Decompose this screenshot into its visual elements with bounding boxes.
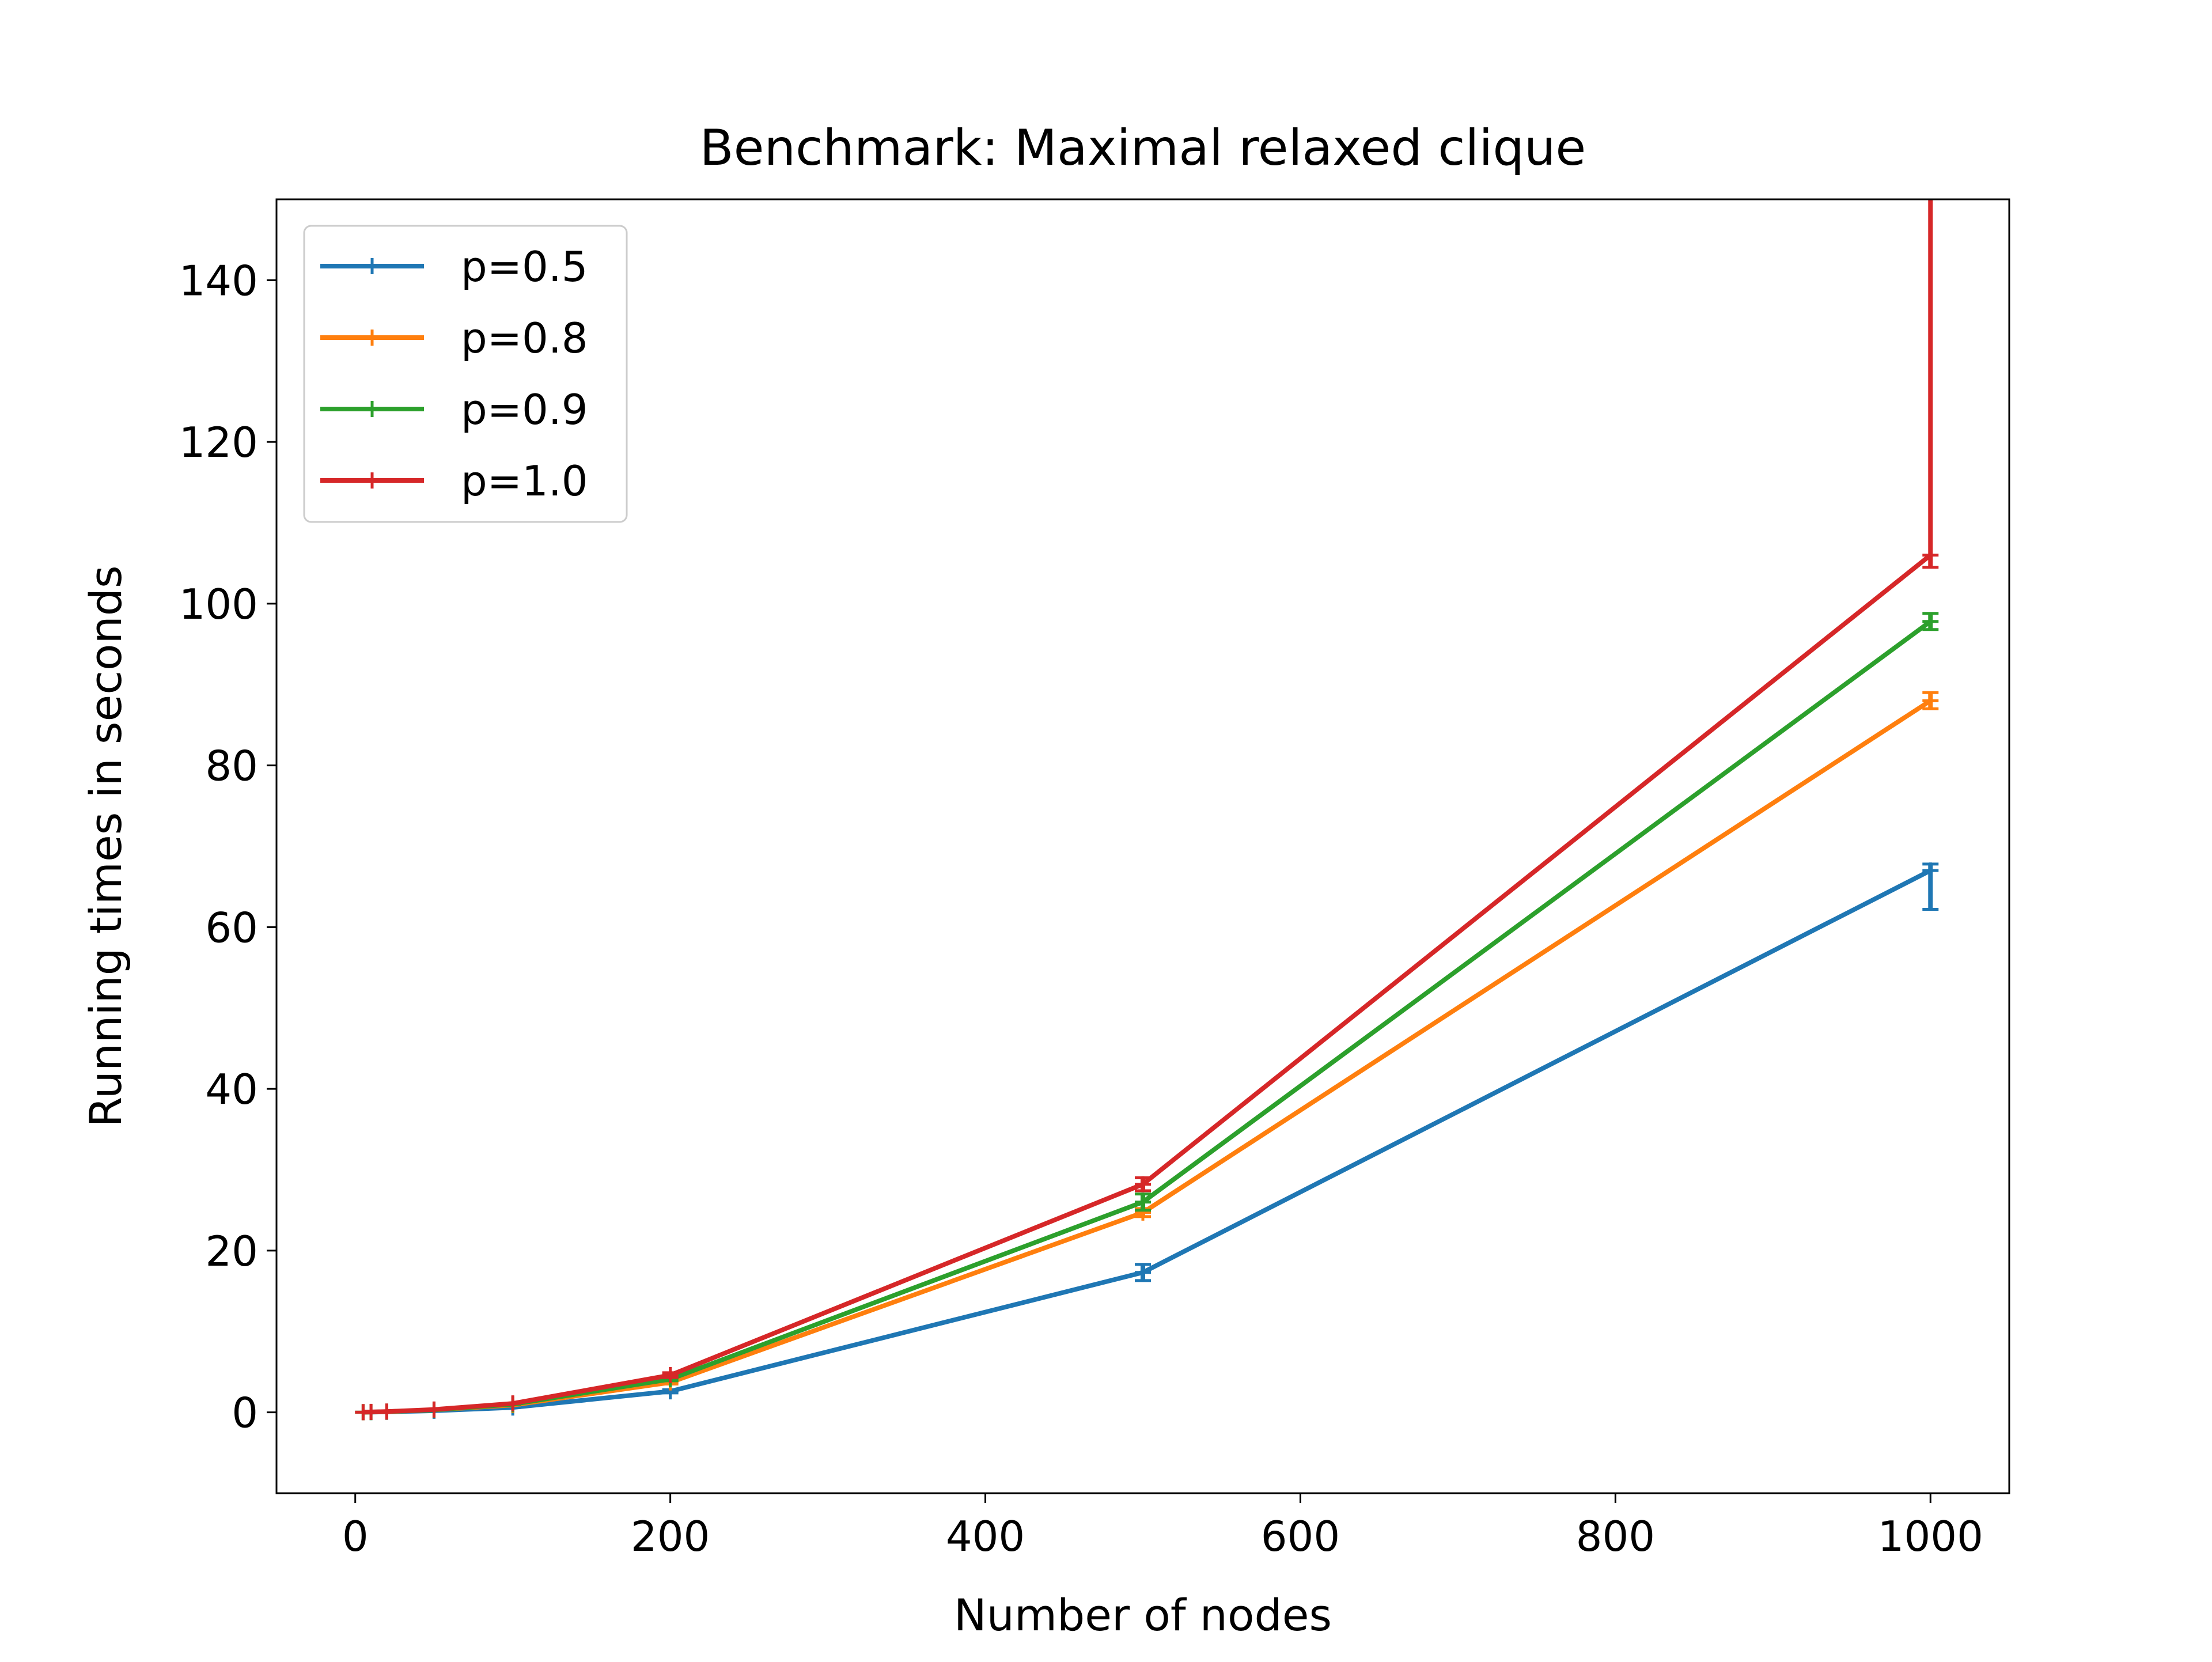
- data-point: [378, 1403, 395, 1420]
- x-tick-label: 1000: [1878, 1512, 1983, 1561]
- x-tick-label: 600: [1261, 1512, 1340, 1561]
- y-tick-label: 20: [205, 1227, 258, 1275]
- x-tick-label: 200: [631, 1512, 710, 1561]
- y-tick-label: 100: [179, 580, 258, 629]
- legend-marker: [364, 401, 380, 417]
- y-tick-label: 120: [179, 418, 258, 467]
- x-axis-label: Number of nodes: [954, 1589, 1332, 1641]
- data-point: [1135, 1264, 1151, 1281]
- y-tick-label: 60: [205, 903, 258, 952]
- data-point: [363, 1403, 380, 1420]
- legend-marker: [364, 258, 380, 274]
- legend-box: [303, 225, 628, 523]
- legend-marker: [364, 330, 380, 346]
- series-layer: [355, 199, 1939, 1421]
- x-tick-label: 400: [946, 1512, 1025, 1561]
- y-axis-label: Running times in seconds: [80, 565, 131, 1127]
- legend-marker: [364, 472, 380, 489]
- legend: p=0.5 p=0.8 p=0.9 p=1.0: [303, 225, 628, 523]
- data-point: [1135, 1194, 1151, 1210]
- y-tick-label: 80: [205, 742, 258, 790]
- data-point: [1922, 862, 1939, 879]
- legend-label: p=0.8: [461, 314, 588, 362]
- axes-frame: [275, 198, 2010, 1494]
- y-tick-label: 140: [179, 256, 258, 305]
- y-tick-label: 0: [232, 1389, 258, 1437]
- data-point: [1922, 692, 1939, 709]
- legend-label: p=1.0: [461, 457, 588, 505]
- x-tick-label: 0: [342, 1512, 369, 1561]
- data-point: [1135, 1176, 1151, 1192]
- series-p=1.0: [355, 199, 1939, 1421]
- data-point: [1922, 613, 1939, 630]
- chart-title: Benchmark: Maximal relaxed clique: [700, 119, 1586, 177]
- legend-label: p=0.5: [461, 243, 588, 291]
- legend-label: p=0.9: [461, 385, 588, 434]
- data-point: [426, 1401, 442, 1418]
- data-point: [662, 1367, 679, 1384]
- ticks-layer: 0 200 400 600 800 1000 0 20 40 60 80 100 120 140: [179, 256, 1983, 1561]
- x-tick-label: 800: [1576, 1512, 1655, 1561]
- data-point: [505, 1395, 521, 1412]
- y-tick-label: 40: [205, 1065, 258, 1114]
- data-point: [1922, 547, 1939, 563]
